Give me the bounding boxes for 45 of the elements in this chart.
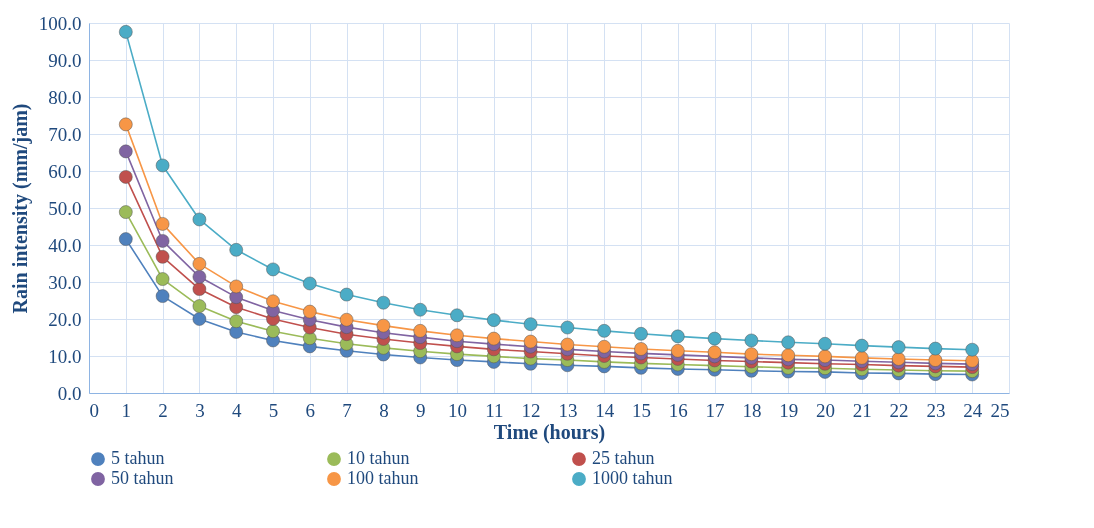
x-tick-label: 21 [852,399,872,421]
legend-label: 25 tahun [592,448,655,469]
x-tick-label: 19 [779,399,799,421]
x-tick-label: 10 [448,399,467,421]
x-tick-label: 25 [990,399,1010,421]
x-axis-title: Time (hours) [493,420,606,444]
x-tick-label: 2 [158,399,168,421]
y-tick-label: 40.0 [48,234,82,256]
x-tick-label: 13 [558,399,578,421]
y-tick-label: 100.0 [38,12,82,34]
legend-label: 50 tahun [111,468,174,488]
x-tick-label: 22 [889,399,909,421]
y-tick-label: 70.0 [48,123,82,145]
y-tick-label: 0.0 [57,382,82,404]
x-tick-label: 4 [231,399,242,421]
x-tick-label: 24 [963,399,983,421]
y-tick-label: 30.0 [48,271,82,293]
y-tick-label: 60.0 [48,160,82,182]
y-tick-label: 10.0 [48,345,82,367]
x-tick-label: 6 [305,399,316,421]
x-tick-label: 3 [195,399,205,421]
y-tick-label: 20.0 [48,308,82,330]
x-tick-label: 7 [342,399,352,421]
x-tick-label: 1 [121,399,132,421]
y-tick-label: 80.0 [48,86,82,108]
x-tick-label: 11 [485,399,504,421]
x-tick-label: 12 [521,399,541,421]
x-tick-label: 5 [268,399,279,421]
x-tick-label: 16 [668,399,688,421]
legend-label: 1000 tahun [592,468,673,488]
y-axis-title: Rain intensity (mm/jam) [8,103,32,314]
x-tick-label: 20 [816,399,835,421]
x-tick-label: 0 [89,399,99,421]
legend-label: 100 tahun [347,468,419,488]
x-tick-label: 15 [632,399,651,421]
legend-label: 10 tahun [347,448,410,469]
x-tick-label: 18 [742,399,762,421]
x-tick-label: 17 [705,399,725,421]
y-tick-label: 50.0 [48,197,82,219]
x-tick-label: 14 [595,399,615,421]
x-tick-label: 8 [379,399,389,421]
x-tick-label: 9 [415,399,426,421]
y-tick-label: 90.0 [48,49,82,71]
legend-label: 5 tahun [111,448,165,469]
x-tick-label: 23 [926,399,946,421]
